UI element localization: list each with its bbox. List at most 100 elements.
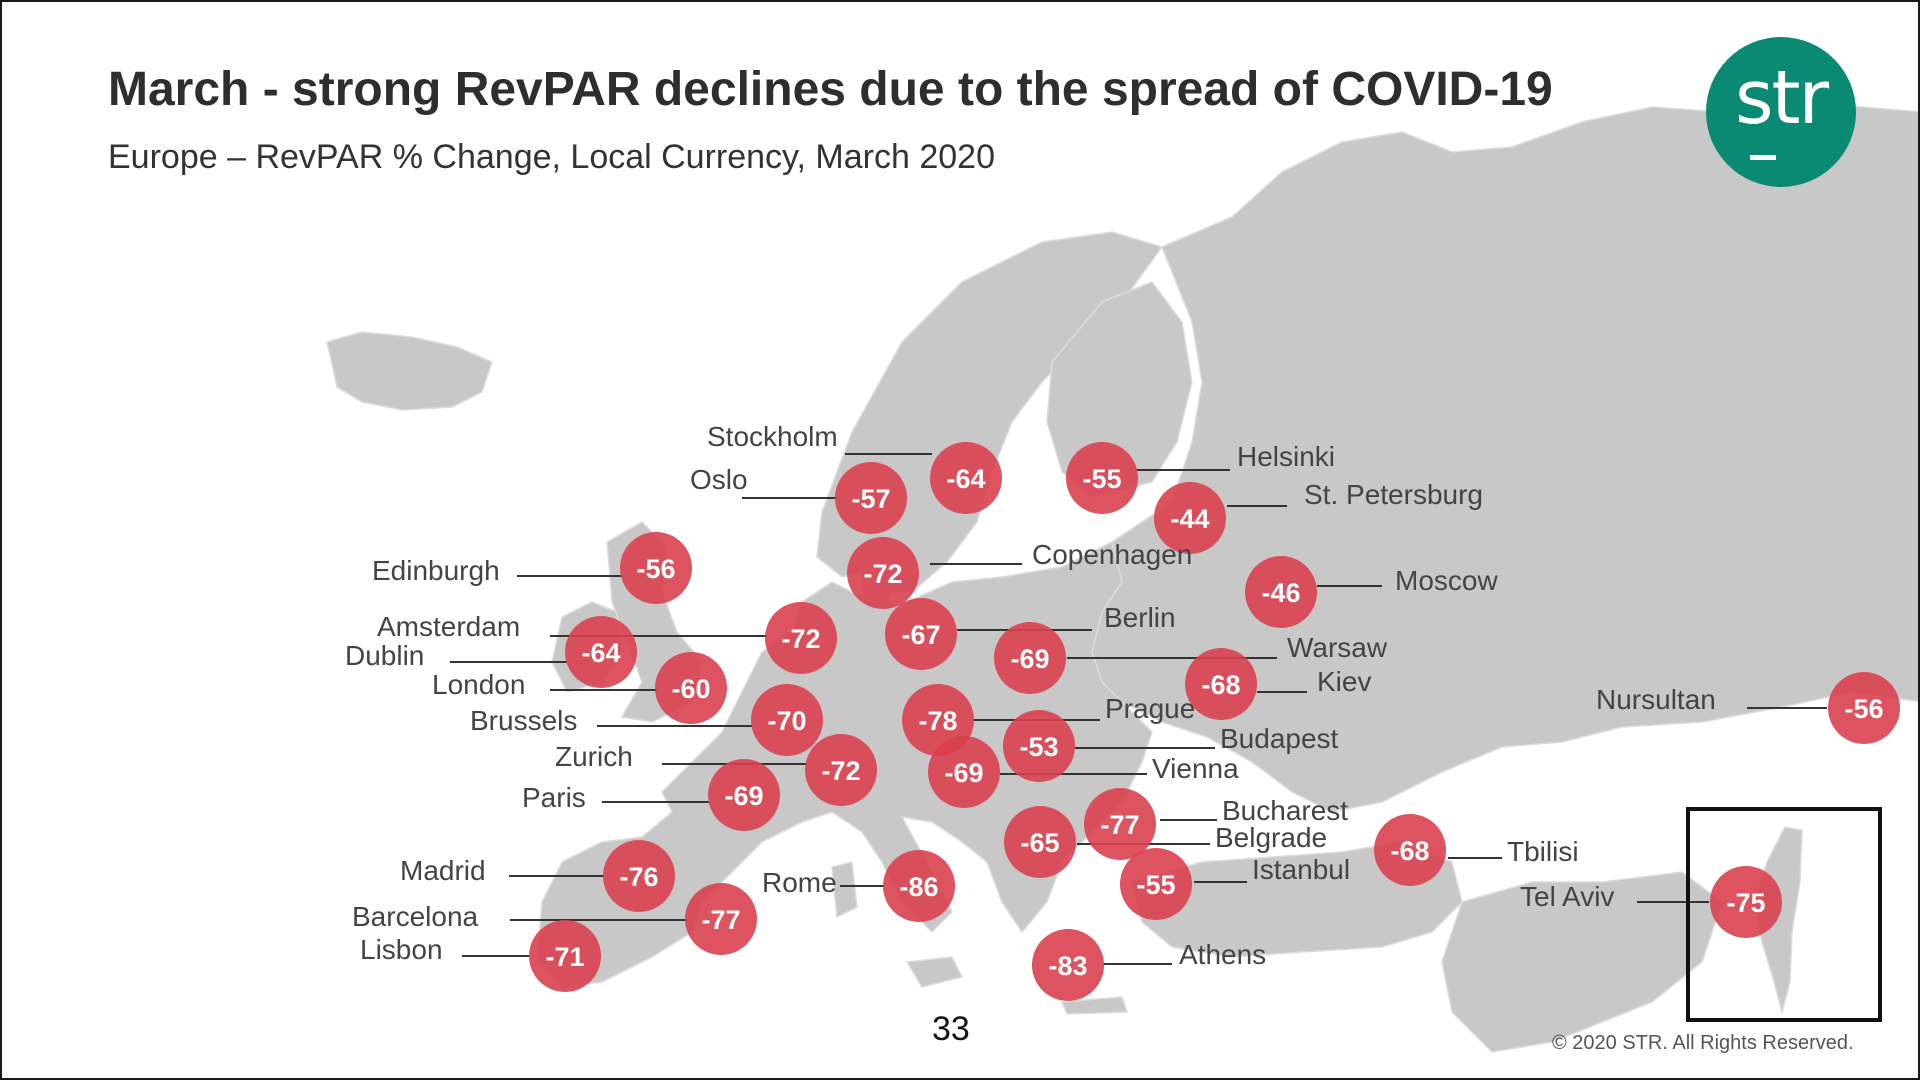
city-value-london: -60	[671, 674, 710, 704]
city-value-helsinki: -55	[1082, 464, 1121, 494]
city-label-prague: Prague	[1105, 693, 1195, 724]
city-bubble-nursultan	[1828, 672, 1900, 744]
city-label-dublin: Dublin	[345, 640, 424, 671]
turkey-shape	[1131, 841, 1463, 958]
city-label-berlin: Berlin	[1104, 602, 1176, 633]
city-value-kiev: -68	[1201, 670, 1240, 700]
city-bubble-paris	[708, 759, 780, 831]
city-label-nursultan: Nursultan	[1596, 684, 1716, 715]
page-number: 33	[932, 1010, 970, 1048]
city-label-istanbul: Istanbul	[1252, 854, 1350, 885]
city-label-st-petersburg: St. Petersburg	[1304, 479, 1483, 510]
city-label-kiev: Kiev	[1317, 666, 1371, 697]
city-value-copenhagen: -72	[863, 559, 902, 589]
city-bubble-warsaw	[994, 622, 1066, 694]
copyright-notice: © 2020 STR. All Rights Reserved.	[1552, 1032, 1854, 1054]
city-bubble-moscow	[1245, 556, 1317, 628]
city-label-belgrade: Belgrade	[1215, 822, 1327, 853]
city-label-tbilisi: Tbilisi	[1507, 836, 1579, 867]
city-bubble-amsterdam	[765, 602, 837, 674]
city-label-rome: Rome	[762, 867, 837, 898]
city-label-athens: Athens	[1179, 939, 1266, 970]
city-value-amsterdam: -72	[781, 624, 820, 654]
city-value-berlin: -67	[901, 620, 940, 650]
city-bubble-st-petersburg	[1154, 482, 1226, 554]
city-bubble-istanbul	[1120, 848, 1192, 920]
city-bubble-berlin	[885, 598, 957, 670]
city-labels: Stockholm Oslo Helsinki St. Petersburg Copen…	[345, 421, 1716, 970]
city-label-vienna: Vienna	[1152, 753, 1239, 784]
city-value-brussels: -70	[767, 706, 806, 736]
city-bubble-athens	[1032, 929, 1104, 1001]
city-bubble-belgrade	[1004, 806, 1076, 878]
sicily-shape	[905, 956, 964, 988]
city-label-helsinki: Helsinki	[1237, 441, 1335, 472]
city-label-zurich: Zurich	[555, 741, 633, 772]
city-value-dublin: -64	[581, 638, 620, 668]
city-value-lisbon: -71	[545, 942, 584, 972]
city-bubble-helsinki	[1066, 442, 1138, 514]
city-value-belgrade: -65	[1020, 828, 1059, 858]
city-label-lisbon: Lisbon	[360, 934, 443, 965]
slide-subtitle: Europe – RevPAR % Change, Local Currency…	[108, 138, 995, 176]
city-value-prague: -78	[918, 706, 957, 736]
city-label-madrid: Madrid	[400, 855, 486, 886]
city-label-edinburgh: Edinburgh	[372, 555, 500, 586]
city-value-edinburgh: -56	[636, 554, 675, 584]
city-value-tbilisi: -68	[1390, 836, 1429, 866]
city-value-vienna: -69	[944, 758, 983, 788]
logo-text: str	[1735, 55, 1829, 141]
city-bubble-tel-aviv	[1710, 866, 1782, 938]
crete-shape	[1060, 996, 1129, 1015]
city-bubble-bucharest	[1084, 788, 1156, 860]
city-bubble-madrid	[603, 840, 675, 912]
city-value-rome: -86	[899, 872, 938, 902]
middle-east-shape	[1441, 871, 1723, 1053]
city-value-nursultan: -56	[1844, 694, 1883, 724]
city-bubble-vienna	[928, 736, 1000, 808]
israel-inset-frame	[1686, 807, 1882, 1022]
city-bubble-rome	[883, 850, 955, 922]
city-bubble-dublin	[565, 616, 637, 688]
city-value-moscow: -46	[1261, 578, 1300, 608]
city-value-athens: -83	[1048, 951, 1087, 981]
city-bubble-lisbon	[529, 920, 601, 992]
city-label-moscow: Moscow	[1395, 565, 1498, 596]
str-logo: str	[1706, 37, 1856, 187]
city-bubble-budapest	[1003, 710, 1075, 782]
city-bubble-brussels	[751, 684, 823, 756]
city-value-barcelona: -77	[701, 905, 740, 935]
city-bubble-london	[655, 652, 727, 724]
city-value-paris: -69	[724, 781, 763, 811]
city-label-paris: Paris	[522, 782, 586, 813]
logo-underline	[1750, 155, 1776, 160]
city-label-amsterdam: Amsterdam	[377, 611, 520, 642]
city-bubble-zurich	[805, 734, 877, 806]
city-label-london: London	[432, 669, 525, 700]
city-value-zurich: -72	[821, 756, 860, 786]
city-value-istanbul: -55	[1136, 870, 1175, 900]
city-value-bucharest: -77	[1100, 810, 1139, 840]
sardinia-shape	[831, 861, 858, 919]
finland-shape	[1046, 281, 1193, 498]
city-bubbles: -64 -57 -55 -44 -72 -56 -46 -72 -64 -67 -69 -60 -68 -…	[529, 442, 1900, 1001]
city-bubble-oslo	[835, 462, 907, 534]
iceland-shape	[326, 331, 493, 411]
city-label-bucharest: Bucharest	[1222, 795, 1348, 826]
city-value-warsaw: -69	[1010, 644, 1049, 674]
city-bubble-edinburgh	[620, 532, 692, 604]
city-value-oslo: -57	[851, 484, 890, 514]
city-value-madrid: -76	[619, 862, 658, 892]
city-label-oslo: Oslo	[690, 464, 748, 495]
city-bubble-stockholm	[930, 442, 1002, 514]
city-label-tel-aviv: Tel Aviv	[1520, 881, 1614, 912]
city-bubble-tbilisi	[1374, 814, 1446, 886]
city-label-brussels: Brussels	[470, 705, 577, 736]
city-bubble-barcelona	[685, 883, 757, 955]
city-value-stockholm: -64	[946, 464, 985, 494]
city-bubble-copenhagen	[847, 537, 919, 609]
slide-title: March - strong RevPAR declines due to th…	[108, 63, 1553, 116]
city-label-warsaw: Warsaw	[1287, 632, 1388, 663]
